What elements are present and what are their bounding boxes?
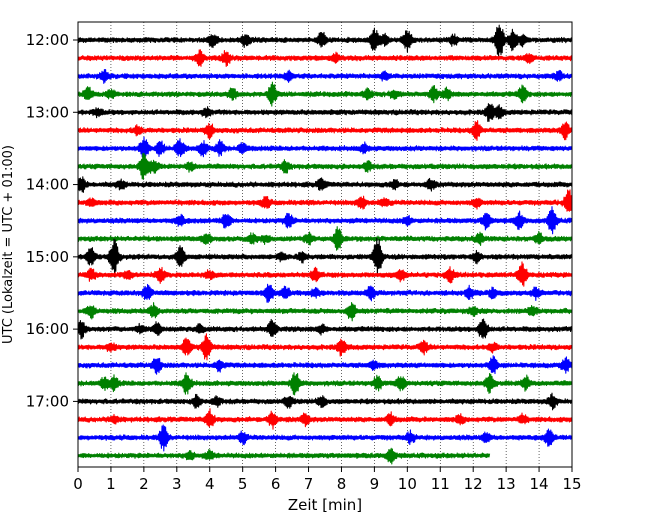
x-tick-label: 8 — [337, 475, 347, 493]
x-tick-label: 10 — [398, 475, 417, 493]
trace-row — [77, 408, 573, 430]
trace-row — [77, 206, 573, 235]
x-tick-label: 3 — [172, 475, 182, 493]
y-tick-label: 16:00 — [26, 320, 69, 338]
x-tick-label: 6 — [271, 475, 281, 493]
x-tick-label: 15 — [562, 475, 581, 493]
trace-row — [77, 24, 573, 58]
trace-row — [77, 120, 573, 141]
trace-row — [77, 69, 573, 84]
y-axis-title: UTC (Lokalzeit = UTC + 01:00) — [1, 145, 16, 344]
trace-row — [77, 152, 573, 180]
trace-row — [77, 333, 573, 361]
x-tick-label: 5 — [238, 475, 248, 493]
trace-row — [77, 81, 573, 107]
trace-row — [77, 392, 573, 411]
x-tick-label: 2 — [139, 475, 149, 493]
trace-row — [77, 424, 573, 452]
trace-row — [77, 49, 573, 68]
y-tick-label: 13:00 — [26, 103, 69, 121]
trace-row — [77, 189, 573, 212]
trace-layer — [77, 24, 573, 465]
trace-row — [77, 261, 573, 287]
y-tick-label: 17:00 — [26, 392, 69, 410]
x-tick-label: 12 — [464, 475, 483, 493]
trace-row — [77, 283, 573, 303]
y-tick-label: 14:00 — [26, 176, 69, 194]
trace-row — [77, 103, 573, 122]
trace-row — [77, 237, 573, 278]
y-tick-label: 15:00 — [26, 248, 69, 266]
x-tick-label: 7 — [304, 475, 314, 493]
trace-row — [77, 318, 573, 340]
x-axis-title: Zeit [min] — [288, 496, 362, 514]
x-tick-label: 4 — [205, 475, 215, 493]
trace-row — [77, 355, 573, 375]
trace-row — [77, 447, 491, 465]
y-axis-ticks: 12:00 13:00 14:00 15:00 16:00 17:00 — [26, 31, 78, 410]
x-tick-label: 9 — [370, 475, 380, 493]
x-tick-label: 13 — [497, 475, 516, 493]
trace-row — [77, 226, 573, 251]
x-tick-label: 11 — [431, 475, 450, 493]
trace-row — [77, 302, 573, 322]
trace-row — [77, 176, 573, 193]
trace-row — [77, 136, 573, 159]
y-tick-label: 12:00 — [26, 31, 69, 49]
trace-row — [77, 372, 573, 396]
plot-frame — [77, 21, 573, 468]
x-tick-label: 0 — [73, 475, 83, 493]
x-tick-label: 14 — [530, 475, 549, 493]
x-axis-ticks: 0 1 2 3 4 5 6 7 8 9 10 11 12 13 14 15 — [73, 467, 582, 493]
x-tick-label: 1 — [106, 475, 116, 493]
